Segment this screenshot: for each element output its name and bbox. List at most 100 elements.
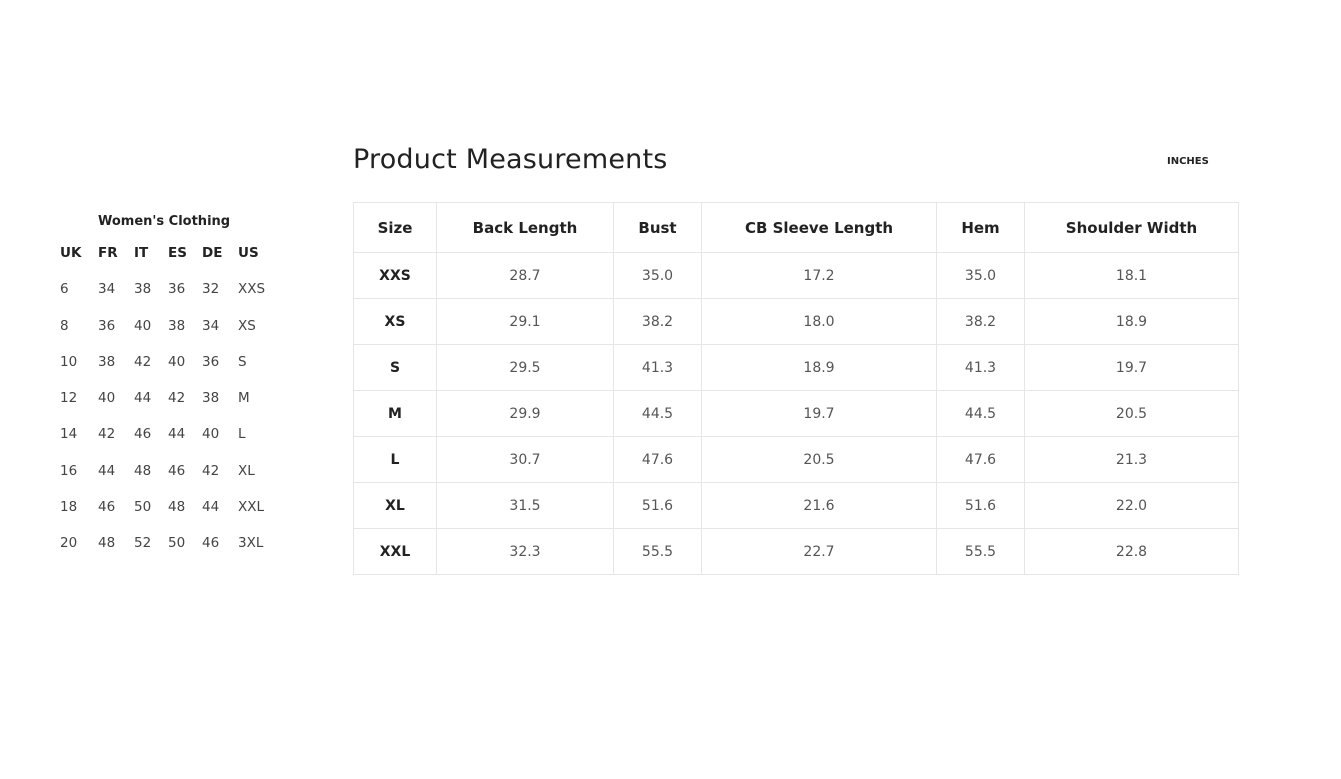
measurement-cell: 31.5 — [436, 482, 614, 529]
size-cell: XS — [353, 298, 437, 345]
conversion-cell: 12 — [60, 390, 78, 406]
conversion-cell: XXL — [238, 499, 265, 515]
measurement-cell: 51.6 — [936, 482, 1025, 529]
conversion-cell: 18 — [60, 499, 78, 515]
table-row: M 29.9 44.5 19.7 44.5 20.5 — [353, 390, 1239, 437]
conversion-header-cell: UK — [60, 245, 82, 261]
measurement-cell: 28.7 — [436, 252, 614, 299]
measurement-cell: 38.2 — [613, 298, 702, 345]
table-row: XS 29.1 38.2 18.0 38.2 18.9 — [353, 298, 1239, 345]
conversion-cell: 50 — [168, 535, 186, 551]
measurement-cell: 19.7 — [1024, 344, 1239, 391]
size-cell: L — [353, 436, 437, 483]
column-header: Hem — [936, 202, 1025, 253]
conversion-cell: 46 — [98, 499, 116, 515]
conversion-cell: 6 — [60, 281, 69, 297]
page-title: Product Measurements — [353, 144, 668, 175]
conversion-cell: 46 — [202, 535, 220, 551]
conversion-cell: 14 — [60, 426, 78, 442]
conversion-cell: S — [238, 354, 247, 370]
size-cell: M — [353, 390, 437, 437]
size-cell: XXL — [353, 528, 437, 575]
conversion-cell: 38 — [98, 354, 116, 370]
conversion-cell: 42 — [98, 426, 116, 442]
measurement-cell: 21.6 — [701, 482, 937, 529]
column-header: Back Length — [436, 202, 614, 253]
conversion-cell: 38 — [134, 281, 152, 297]
column-header: Size — [353, 202, 437, 253]
conversion-cell: 48 — [168, 499, 186, 515]
conversion-cell: 46 — [134, 426, 152, 442]
conversion-cell: 32 — [202, 281, 220, 297]
conversion-cell: 44 — [98, 463, 116, 479]
conversion-cell: 44 — [168, 426, 186, 442]
measurement-cell: 29.9 — [436, 390, 614, 437]
conversion-cell: 34 — [98, 281, 116, 297]
conversion-cell: 16 — [60, 463, 78, 479]
measurement-cell: 55.5 — [936, 528, 1025, 575]
conversion-cell: 8 — [60, 318, 69, 334]
measurement-cell: 47.6 — [936, 436, 1025, 483]
size-cell: S — [353, 344, 437, 391]
conversion-cell: 44 — [202, 499, 220, 515]
measurement-cell: 30.7 — [436, 436, 614, 483]
table-row: XL 31.5 51.6 21.6 51.6 22.0 — [353, 482, 1239, 529]
conversion-cell: 50 — [134, 499, 152, 515]
measurement-cell: 18.9 — [701, 344, 937, 391]
conversion-title: Women's Clothing — [98, 214, 231, 229]
table-row: S 29.5 41.3 18.9 41.3 19.7 — [353, 344, 1239, 391]
conversion-cell: 42 — [134, 354, 152, 370]
conversion-cell: 34 — [202, 318, 220, 334]
column-header: Shoulder Width — [1024, 202, 1239, 253]
conversion-header-cell: US — [238, 245, 259, 261]
conversion-header-cell: DE — [202, 245, 223, 261]
measurement-cell: 29.5 — [436, 344, 614, 391]
measurement-cell: 44.5 — [936, 390, 1025, 437]
conversion-cell: 10 — [60, 354, 78, 370]
table-row: XXS 28.7 35.0 17.2 35.0 18.1 — [353, 252, 1239, 299]
conversion-cell: 40 — [134, 318, 152, 334]
size-cell: XL — [353, 482, 437, 529]
conversion-cell: L — [238, 426, 246, 442]
conversion-cell: 36 — [168, 281, 186, 297]
conversion-cell: 40 — [98, 390, 116, 406]
conversion-cell: 44 — [134, 390, 152, 406]
conversion-header-cell: FR — [98, 245, 118, 261]
conversion-cell: 38 — [202, 390, 220, 406]
conversion-cell: 48 — [98, 535, 116, 551]
measurement-cell: 22.8 — [1024, 528, 1239, 575]
conversion-cell: 36 — [98, 318, 116, 334]
table-header-row: Size Back Length Bust CB Sleeve Length Hem Sh… — [353, 202, 1239, 253]
measurement-cell: 17.2 — [701, 252, 937, 299]
measurement-cell: 38.2 — [936, 298, 1025, 345]
conversion-header-cell: IT — [134, 245, 149, 261]
conversion-cell: 36 — [202, 354, 220, 370]
measurement-cell: 22.7 — [701, 528, 937, 575]
measurement-cell: 18.0 — [701, 298, 937, 345]
measurements-table: Size Back Length Bust CB Sleeve Length Hem Sh… — [353, 202, 1239, 575]
table-row: XXL 32.3 55.5 22.7 55.5 22.8 — [353, 528, 1239, 575]
measurement-cell: 18.1 — [1024, 252, 1239, 299]
measurement-cell: 47.6 — [613, 436, 702, 483]
conversion-cell: XL — [238, 463, 255, 479]
conversion-cell: 20 — [60, 535, 78, 551]
size-cell: XXS — [353, 252, 437, 299]
conversion-cell: 52 — [134, 535, 152, 551]
conversion-cell: 48 — [134, 463, 152, 479]
conversion-cell: 42 — [202, 463, 220, 479]
measurement-cell: 21.3 — [1024, 436, 1239, 483]
units-toggle[interactable]: INCHES — [1167, 156, 1209, 167]
conversion-cell: 3XL — [238, 535, 264, 551]
measurement-cell: 22.0 — [1024, 482, 1239, 529]
measurement-cell: 55.5 — [613, 528, 702, 575]
measurement-cell: 20.5 — [1024, 390, 1239, 437]
measurement-cell: 19.7 — [701, 390, 937, 437]
conversion-cell: 40 — [202, 426, 220, 442]
measurement-cell: 18.9 — [1024, 298, 1239, 345]
measurement-cell: 20.5 — [701, 436, 937, 483]
conversion-cell: XS — [238, 318, 256, 334]
conversion-header-cell: ES — [168, 245, 187, 261]
conversion-cell: 40 — [168, 354, 186, 370]
measurement-cell: 41.3 — [613, 344, 702, 391]
column-header: CB Sleeve Length — [701, 202, 937, 253]
